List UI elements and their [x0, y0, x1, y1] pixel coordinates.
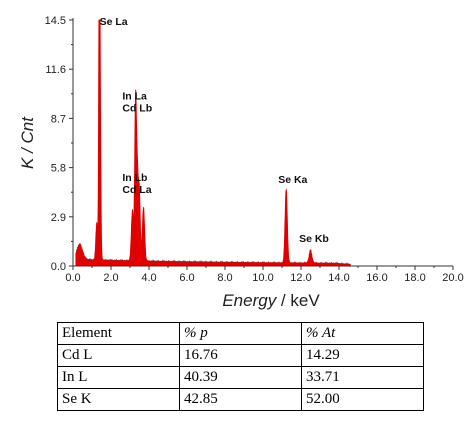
y-tick-label: 11.6 [45, 64, 66, 76]
peak-label: Se La [100, 16, 128, 28]
x-tick-label: 18.0 [404, 272, 425, 284]
table-cell: 14.29 [301, 344, 424, 367]
eds-spectrum-chart: 0.0 2.0 4.0 6.0 8.0 10.0 12.0 14.0 16.0 18.0 20.0 0… [18, 15, 464, 310]
y-tick-label: 5.8 [51, 163, 66, 175]
x-axis-title: Energy / keV [222, 291, 320, 310]
table-row: Cd L 16.76 14.29 [57, 344, 424, 367]
y-tick-label: 0.0 [51, 261, 66, 273]
peak-label: Cd Lb [122, 103, 152, 115]
header-percent-p: % p [179, 322, 302, 345]
table-row: Se K 42.85 52.00 [57, 388, 424, 411]
table-cell: In L [57, 366, 180, 389]
y-tick-label: 8.7 [51, 113, 66, 125]
peak-label: Se Ka [278, 174, 307, 186]
table-cell: Se K [57, 388, 180, 411]
x-tick-label: 20.0 [442, 272, 463, 284]
table-cell: 42.85 [179, 388, 302, 411]
table-cell: Cd L [57, 344, 180, 367]
x-tick-label: 16.0 [366, 272, 387, 284]
x-tick-label: 12.0 [290, 272, 311, 284]
x-tick-label: 6.0 [179, 272, 194, 284]
table-cell: 33.71 [301, 366, 424, 389]
composition-table-wrap: Element % p % At Cd L 16.76 14.29 In L 4… [57, 322, 424, 411]
header-element: Element [57, 322, 180, 345]
y-axis-title: K / Cnt [18, 116, 37, 169]
x-axis-title-unit: / keV [276, 291, 320, 310]
composition-table: Element % p % At Cd L 16.76 14.29 In L 4… [57, 322, 424, 411]
peak-label: Cd La [122, 184, 151, 196]
table-cell: 52.00 [301, 388, 424, 411]
table-row: In L 40.39 33.71 [57, 366, 424, 389]
table-cell: 40.39 [179, 366, 302, 389]
y-tick-label: 2.9 [51, 212, 66, 224]
x-axis-title-main: Energy [222, 291, 277, 310]
peak-label: In La [122, 91, 147, 103]
table-cell: 16.76 [179, 344, 302, 367]
x-tick-label: 2.0 [103, 272, 118, 284]
peak-label: Se Kb [299, 233, 329, 245]
peak-label: In Lb [122, 172, 147, 184]
y-tick-label: 14.5 [45, 15, 66, 27]
x-tick-label: 10.0 [252, 272, 273, 284]
header-percent-at: % At [301, 322, 424, 345]
x-tick-label: 4.0 [141, 272, 156, 284]
x-tick-label: 0.0 [65, 272, 80, 284]
spectrum-line [75, 19, 351, 268]
x-tick-label: 14.0 [328, 272, 349, 284]
table-header-row: Element % p % At [57, 322, 424, 345]
x-tick-label: 8.0 [217, 272, 232, 284]
